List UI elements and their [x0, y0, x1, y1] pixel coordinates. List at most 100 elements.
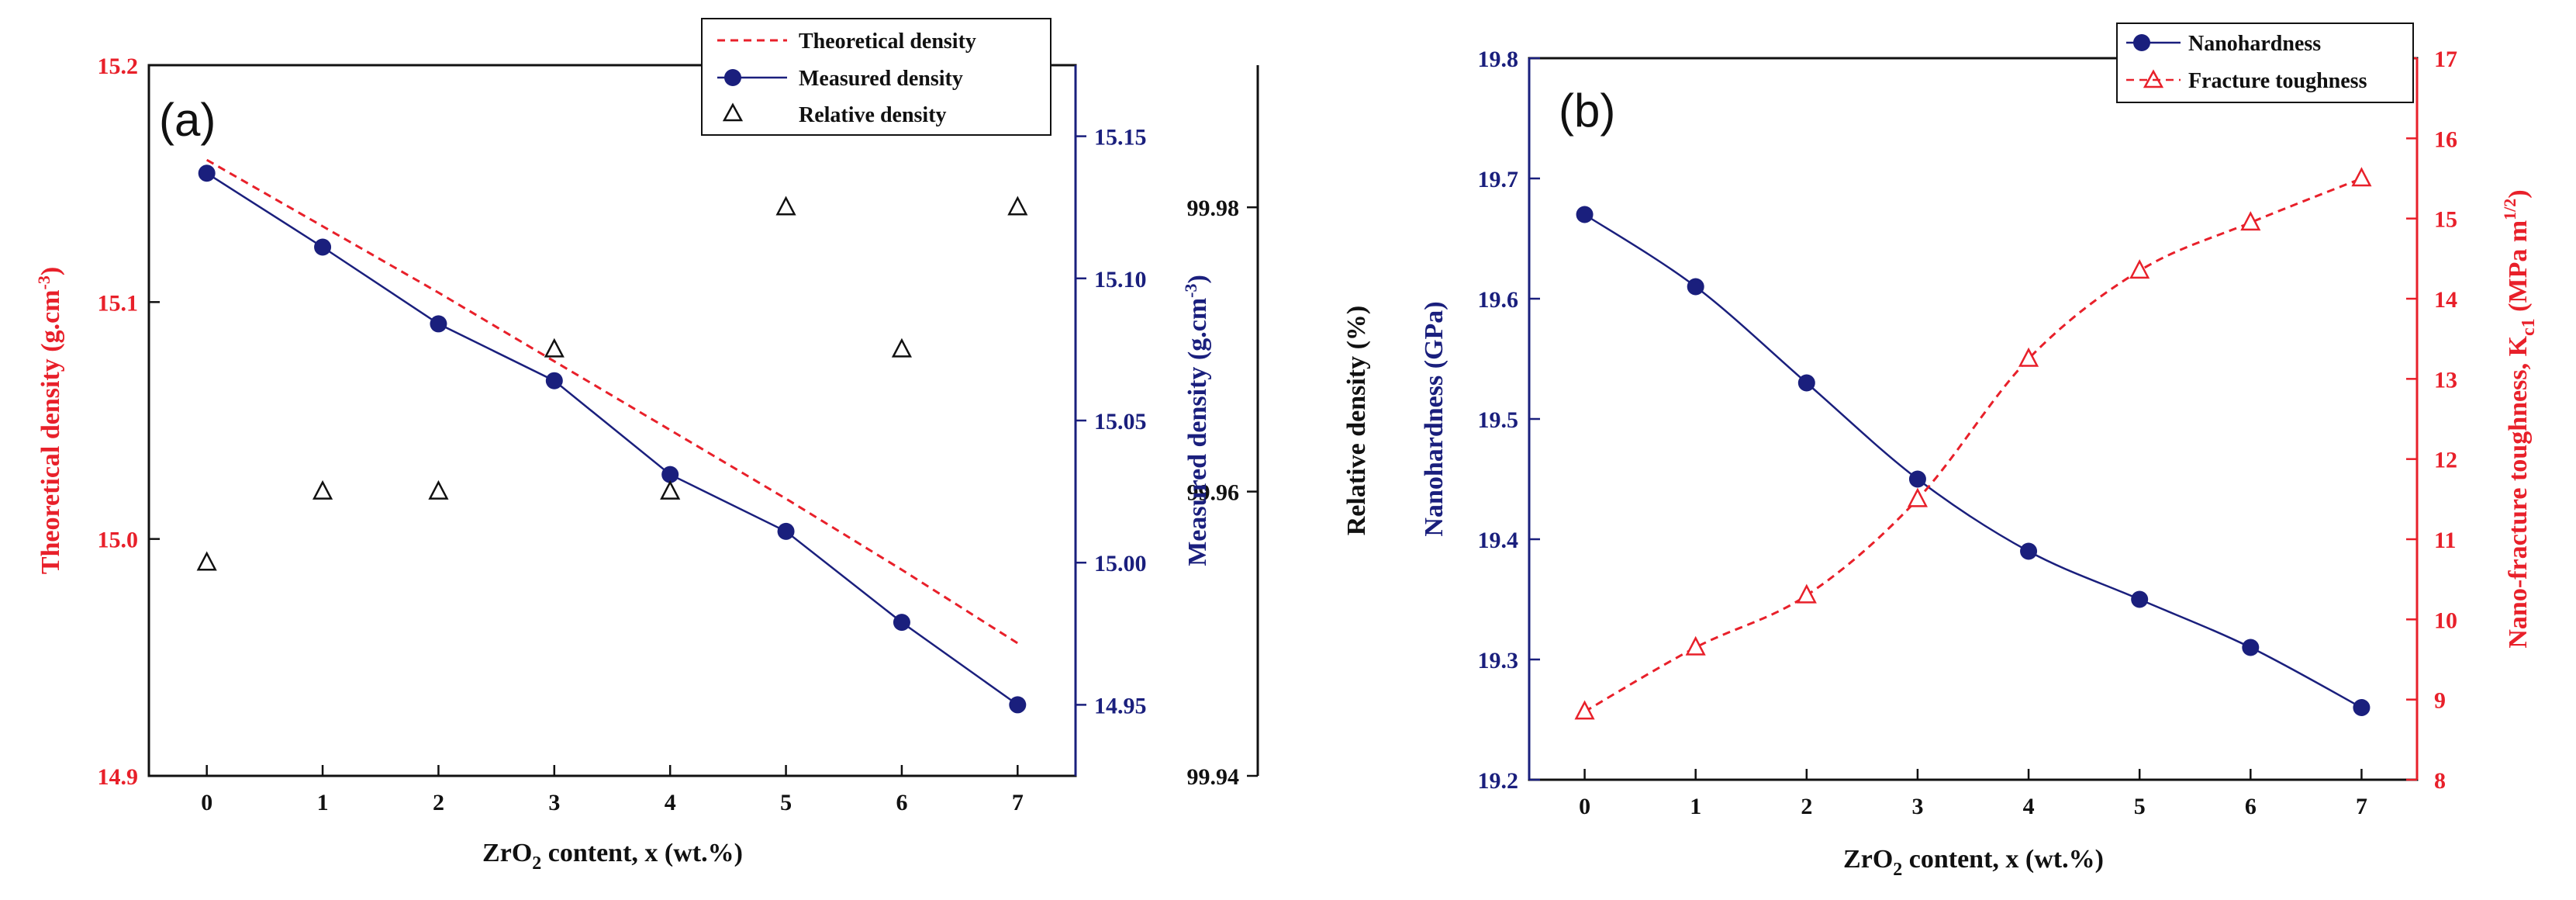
panel-a-left-axis-title: Theoretical density (g.cm-3) — [34, 267, 65, 574]
legend-nanohardness-label: Nanohardness — [2188, 32, 2321, 56]
panel-b-right-tick-label: 11 — [2434, 528, 2456, 553]
panel-a-measured-tick-label: 15.10 — [1094, 267, 1147, 292]
relative-density-point — [428, 479, 449, 500]
panel-b-x-tick-label: 5 — [2134, 794, 2146, 819]
panel-b-x-tick-label: 3 — [1911, 794, 1923, 819]
panel-a-left-tick-label: 15.0 — [98, 528, 139, 553]
panel-b-left-tick-label: 19.8 — [1478, 47, 1519, 72]
fracture-toughness-point — [1685, 635, 1706, 656]
panel-b-x-tick-label: 7 — [2356, 794, 2367, 819]
panel-a-series — [196, 158, 1028, 714]
measured-density-line — [206, 172, 1019, 706]
nanohardness-point — [1576, 206, 1594, 223]
fracture-toughness-point — [1907, 487, 1929, 507]
nanohardness-point — [1797, 374, 1815, 392]
fracture-toughness-point — [2018, 347, 2039, 367]
panel-b-left-tick-label: 19.6 — [1478, 287, 1519, 313]
legend-relative-marker — [722, 102, 744, 122]
nanohardness-point — [2353, 699, 2371, 716]
legend-measured-label: Measured density — [799, 67, 963, 91]
panel-b-left-tick-label: 19.5 — [1478, 407, 1519, 433]
measured-density-point — [545, 372, 563, 389]
measured-density-point — [893, 614, 910, 632]
legend-measured-marker — [724, 69, 741, 86]
panel-a-relative-tick-label: 99.94 — [1187, 764, 1240, 790]
nanohardness-point — [2131, 590, 2149, 608]
panel-b-right-tick-label: 10 — [2434, 608, 2457, 633]
measured-density-point — [777, 522, 795, 540]
fracture-toughness-point — [2351, 167, 2372, 187]
panel-a-left-tick-label: 15.2 — [98, 54, 139, 79]
panel-b-right-tick-label: 16 — [2434, 126, 2457, 152]
panel-b-plot-frame — [1528, 57, 2419, 781]
panel-a-x-tick-label: 7 — [1012, 790, 1024, 815]
panel-b-series — [1574, 167, 2372, 720]
panel-a-relative-tick-label: 99.96 — [1187, 480, 1240, 506]
legend-relative-label: Relative density — [799, 103, 947, 127]
panel-a-ticks: 0 1 2 3 4 5 6 7 14.9 15.0 15.1 15.2 14.95 15.00 15.05 1… — [98, 54, 1258, 815]
panel-a-measured-tick-label: 14.95 — [1094, 693, 1147, 718]
panel-a-x-axis-title: ZrO2 content, x (wt.%) — [482, 839, 743, 874]
panel-b-right-tick-label: 12 — [2434, 448, 2457, 473]
panel-a-x-tick-label: 5 — [780, 790, 792, 815]
panel-a-x-tick-label: 3 — [548, 790, 560, 815]
panel-b-left-tick-label: 19.2 — [1478, 768, 1519, 794]
relative-density-point — [196, 551, 217, 571]
panel-a-legend: Theoretical density Measured density Rel… — [701, 18, 1051, 136]
panel-a: 0 1 2 3 4 5 6 7 14.9 15.0 15.1 15.2 14.95 15.00 15.05 1… — [34, 18, 1371, 874]
panel-a-x-tick-label: 4 — [665, 790, 676, 815]
panel-a-measured-tick-label: 15.00 — [1094, 551, 1147, 576]
panel-b-left-tick-label: 19.3 — [1478, 648, 1519, 673]
panel-a-x-tick-label: 1 — [317, 790, 329, 815]
panel-a-measured-tick-label: 15.05 — [1094, 409, 1147, 434]
panel-b-left-axis-title: Nanohardness (GPa) — [1420, 301, 1449, 536]
nanohardness-line — [1583, 213, 2363, 709]
relative-density-point — [891, 338, 913, 358]
fracture-toughness-point — [1574, 700, 1595, 720]
nanohardness-point — [1908, 470, 1926, 488]
panel-b-x-tick-label: 2 — [1801, 794, 1812, 819]
nanohardness-point — [1687, 278, 1704, 296]
relative-density-point — [544, 338, 565, 358]
panel-b-label: (b) — [1559, 85, 1615, 137]
measured-density-point — [661, 466, 679, 483]
nanohardness-point — [2242, 639, 2260, 656]
panel-a-x-tick-label: 6 — [896, 790, 907, 815]
panel-b-legend-box — [2116, 22, 2414, 103]
panel-a-measured-axis-title: Measured density (g.cm-3) — [1181, 275, 1212, 566]
panel-b-right-tick-label: 17 — [2434, 47, 2457, 72]
measured-density-point — [198, 164, 216, 182]
measured-density-point — [430, 315, 447, 333]
fracture-toughness-point — [2129, 259, 2150, 279]
fracture-toughness-point — [2240, 211, 2261, 231]
panel-b-right-tick-label: 13 — [2434, 367, 2457, 393]
panel-a-left-tick-label: 15.1 — [98, 290, 139, 316]
legend-toughness-marker — [2143, 69, 2164, 88]
panel-a-label: (a) — [159, 94, 216, 146]
panel-b-right-tick-label: 14 — [2434, 287, 2457, 313]
panel-b-left-tick-label: 19.7 — [1478, 167, 1519, 192]
panel-b-right-tick-label: 15 — [2434, 207, 2457, 233]
relative-density-point — [660, 479, 681, 500]
panel-a-relative-axis-title: Relative density (%) — [1342, 306, 1371, 536]
panel-b-legend: Nanohardness Fracture toughness — [2116, 22, 2414, 103]
relative-density-point — [1007, 196, 1028, 216]
fracture-toughness-line — [1583, 177, 2362, 713]
theoretical-density-line — [205, 158, 1019, 645]
fracture-toughness-point — [1796, 583, 1817, 604]
panel-b-right-tick-label: 8 — [2434, 768, 2446, 794]
panel-a-x-tick-label: 0 — [201, 790, 212, 815]
panel-b: 0 1 2 3 4 5 6 719.219.319.419.519.619.719.88910… — [1420, 22, 2539, 880]
measured-density-point — [1009, 696, 1027, 714]
legend-nanohardness-marker — [2133, 34, 2150, 51]
panel-b-right-tick-label: 9 — [2434, 688, 2446, 714]
relative-density-point — [775, 196, 796, 216]
panel-b-left-tick-label: 19.4 — [1478, 528, 1519, 553]
panel-a-relative-tick-label: 99.98 — [1187, 196, 1240, 221]
relative-density-point — [312, 479, 333, 500]
panel-a-measured-tick-label: 15.15 — [1094, 125, 1147, 151]
legend-theoretical-label: Theoretical density — [799, 29, 976, 54]
panel-b-ticks: 0 1 2 3 4 5 6 719.219.319.419.519.619.719.88910… — [1478, 47, 2458, 819]
panel-b-x-tick-label: 1 — [1690, 794, 1701, 819]
